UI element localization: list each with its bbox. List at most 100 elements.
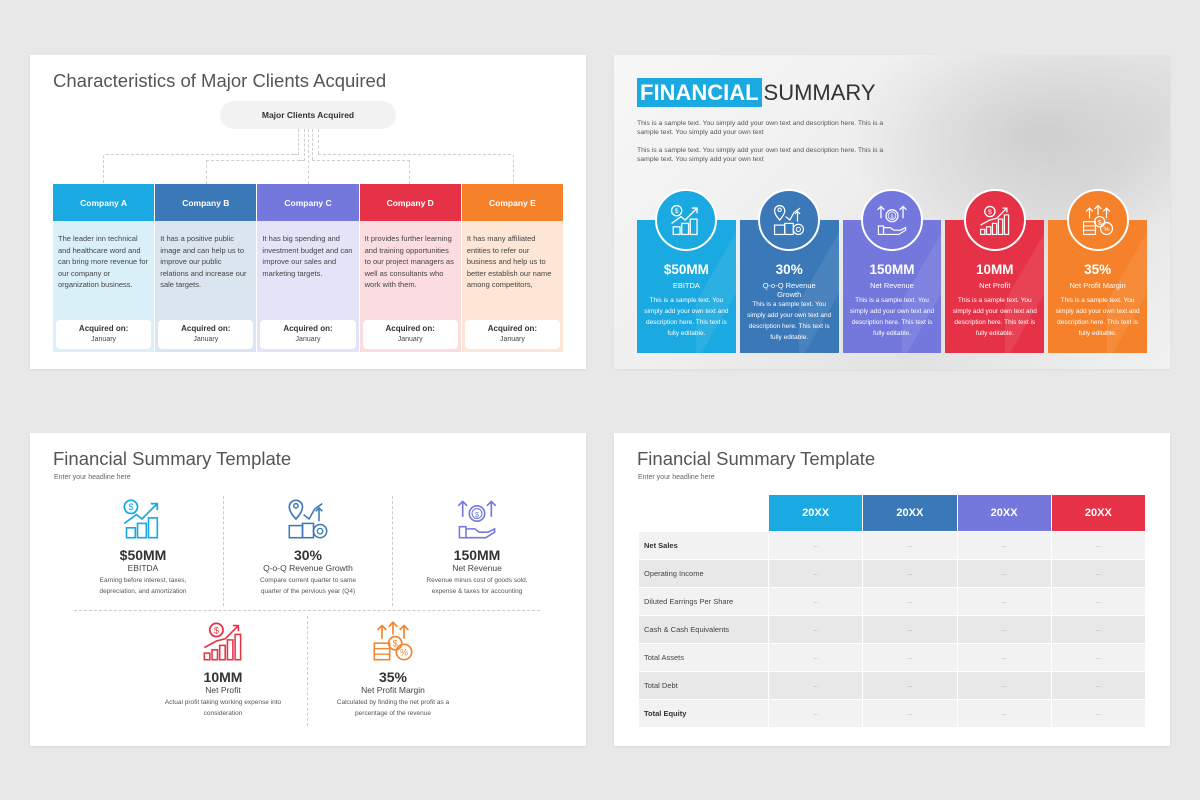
- kpi-description: This is a sample text. You simply add yo…: [849, 297, 935, 337]
- kpi-value: 35%: [1084, 262, 1112, 277]
- table-cell: ...: [862, 615, 958, 644]
- kpi-description: This is a sample text. You simply add yo…: [1055, 297, 1140, 337]
- sample-paragraph: This is a sample text. You simply add yo…: [637, 120, 884, 136]
- table-cell: ...: [1050, 699, 1147, 728]
- table-cell: ...: [767, 671, 864, 700]
- slide-title: Financial Summary Template: [637, 448, 876, 469]
- table-cell: ...: [1050, 643, 1147, 672]
- kpi-card-net-profit-margin: 35% Net Profit Margin This is a sample t…: [1048, 189, 1147, 353]
- table-cell: ...: [956, 559, 1052, 588]
- connector-line: [308, 129, 309, 184]
- slide-major-clients[interactable]: Characteristics of Major Clients Acquire…: [30, 55, 586, 369]
- kpi-card-net-revenue: 150MM Net Revenue This is a sample text.…: [842, 189, 942, 353]
- kpi-label: Net Profit: [979, 281, 1011, 290]
- company-card-b: Company B It has a positive public image…: [155, 184, 257, 352]
- table-cell: ...: [862, 699, 958, 728]
- acquired-box: Acquired on: January: [56, 320, 152, 349]
- metric-description: Revenue minus cost of goods sold, expense…: [426, 577, 528, 595]
- acquired-label: Acquired on:: [385, 324, 435, 333]
- divider: [392, 496, 393, 606]
- table-cell: ...: [767, 699, 864, 728]
- company-card-c: Company C It has big spending and invest…: [257, 184, 359, 352]
- location-coins-icon: [758, 189, 821, 251]
- metric-value: 35%: [378, 669, 408, 685]
- table-cell: ...: [956, 643, 1052, 672]
- row-label: Operating Income: [638, 559, 769, 588]
- acquired-label: Acquired on:: [487, 324, 538, 333]
- metric-description: Calculated by finding the net profit as …: [336, 699, 450, 717]
- company-header: Company D: [359, 184, 461, 221]
- company-description: It has a positive public image and can h…: [160, 234, 247, 289]
- acquired-value: January: [397, 336, 423, 343]
- connector-line: [299, 129, 305, 161]
- table-cell: ...: [862, 559, 958, 588]
- profit-bars-icon: [201, 619, 245, 663]
- acquired-value: January: [91, 336, 117, 343]
- acquired-box: Acquired on: January: [260, 320, 356, 349]
- metric-label: Net Profit Margin: [361, 685, 425, 695]
- table-cell: ...: [956, 531, 1052, 560]
- column-header: 20XX: [862, 494, 958, 532]
- column-header: 20XX: [1050, 494, 1147, 532]
- table-cell: ...: [767, 615, 864, 644]
- metric-value: 10MM: [203, 669, 243, 685]
- growth-chart-icon: [121, 497, 165, 541]
- title-highlight: FINANCIAL: [637, 78, 762, 107]
- table-row: Cash & Cash Equivalents ... ... ... ...: [638, 615, 1147, 644]
- connector-line: [318, 154, 514, 184]
- table-cell: ...: [1050, 559, 1147, 588]
- row-label: Total Equity: [638, 699, 769, 728]
- kpi-description: This is a sample text. You simply add yo…: [747, 301, 832, 341]
- hand-coin-icon: [455, 497, 499, 541]
- row-label: Total Assets: [638, 643, 769, 672]
- table-row: Total Equity ... ... ... ...: [638, 699, 1147, 728]
- divider: [223, 496, 224, 606]
- company-description: It has many affiliated entities to refer…: [466, 234, 552, 289]
- acquired-box: Acquired on: January: [464, 320, 561, 349]
- table-cell: ...: [767, 531, 864, 560]
- title-rest: SUMMARY: [763, 79, 876, 105]
- sample-paragraph: This is a sample text. You simply add yo…: [637, 147, 884, 163]
- company-header: Company B: [155, 184, 257, 221]
- divider: [74, 610, 540, 611]
- metric-net-profit: 10MM Net Profit Actual profit taking wor…: [148, 619, 298, 719]
- table-cell: ...: [862, 643, 958, 672]
- coins-percent-icon: [371, 619, 415, 663]
- table-row: Total Assets ... ... ... ...: [638, 643, 1147, 672]
- table-cell: ...: [956, 615, 1052, 644]
- metric-value: 30%: [293, 547, 323, 563]
- location-coins-icon: [286, 497, 330, 541]
- table-cell: ...: [767, 559, 864, 588]
- profit-bars-icon: [963, 189, 1026, 251]
- slide-title: FINANCIAL SUMMARY: [637, 78, 876, 107]
- kpi-card-qoq: 30% Q-o-Q Revenue Growth This is a sampl…: [739, 189, 839, 353]
- metric-label: EBITDA: [127, 563, 159, 573]
- metric-value: $50MM: [119, 547, 167, 563]
- acquired-value: January: [193, 336, 219, 343]
- slide-financial-summary-table[interactable]: Financial Summary Template Enter your he…: [614, 433, 1170, 746]
- company-description: The leader inn technical and healthcare …: [58, 234, 149, 289]
- metric-qoq-growth: 30% Q-o-Q Revenue Growth Compare current…: [233, 497, 383, 597]
- kpi-value: 10MM: [976, 262, 1014, 277]
- connector-line: [293, 129, 299, 155]
- table-cell: ...: [1050, 531, 1147, 560]
- company-columns: Company A The leader inn technical and h…: [53, 184, 564, 352]
- connector-line: [206, 160, 305, 184]
- kpi-label: Net Revenue: [870, 281, 914, 290]
- table-cell: ...: [862, 531, 958, 560]
- slide-subtitle: Enter your headline here: [54, 474, 131, 481]
- metric-description: Compare current quarter to same quarter o…: [259, 577, 357, 595]
- company-card-d: Company D It provides further learning a…: [359, 184, 461, 352]
- company-description: It provides further learning and trainin…: [364, 234, 454, 289]
- root-node: Major Clients Acquired: [220, 101, 396, 129]
- table-cell: ...: [956, 671, 1052, 700]
- kpi-label: Q-o-Q Revenue Growth: [762, 281, 816, 299]
- slide-financial-summary-cards[interactable]: FINANCIAL SUMMARY This is a sample text.…: [614, 55, 1170, 369]
- acquired-value: January: [295, 336, 321, 343]
- kpi-description: This is a sample text. You simply add yo…: [952, 297, 1037, 337]
- slide-financial-summary-icons[interactable]: Financial Summary Template Enter your he…: [30, 433, 586, 746]
- acquired-label: Acquired on:: [283, 324, 333, 333]
- divider: [307, 616, 308, 726]
- company-card-a: Company A The leader inn technical and h…: [53, 184, 155, 352]
- table-cell: ...: [1050, 671, 1147, 700]
